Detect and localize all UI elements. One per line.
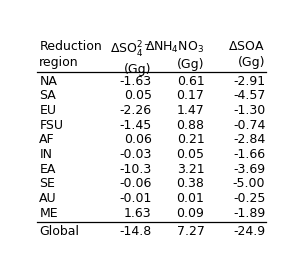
Text: -10.3: -10.3	[120, 163, 152, 176]
Text: EA: EA	[39, 163, 56, 176]
Text: -1.63: -1.63	[120, 75, 152, 87]
Text: 0.06: 0.06	[124, 133, 152, 146]
Text: SA: SA	[39, 89, 56, 102]
Text: -24.9: -24.9	[233, 225, 265, 238]
Text: -5.00: -5.00	[233, 177, 265, 190]
Text: -0.03: -0.03	[119, 148, 152, 161]
Text: -3.69: -3.69	[233, 163, 265, 176]
Text: $\Delta$SOA
(Gg): $\Delta$SOA (Gg)	[229, 40, 265, 69]
Text: Reduction
region: Reduction region	[39, 40, 102, 69]
Text: 0.01: 0.01	[177, 192, 205, 205]
Text: -2.91: -2.91	[233, 75, 265, 87]
Text: -0.01: -0.01	[119, 192, 152, 205]
Text: -4.57: -4.57	[233, 89, 265, 102]
Text: 3.21: 3.21	[177, 163, 205, 176]
Text: AF: AF	[39, 133, 55, 146]
Text: Global: Global	[39, 225, 79, 238]
Text: ME: ME	[39, 206, 58, 220]
Text: -0.06: -0.06	[119, 177, 152, 190]
Text: FSU: FSU	[39, 118, 63, 132]
Text: 0.21: 0.21	[177, 133, 205, 146]
Text: 7.27: 7.27	[177, 225, 205, 238]
Text: SE: SE	[39, 177, 55, 190]
Text: -2.84: -2.84	[233, 133, 265, 146]
Text: -1.66: -1.66	[233, 148, 265, 161]
Text: -1.30: -1.30	[233, 104, 265, 117]
Text: NA: NA	[39, 75, 57, 87]
Text: AU: AU	[39, 192, 57, 205]
Text: -2.26: -2.26	[120, 104, 152, 117]
Text: 0.05: 0.05	[124, 89, 152, 102]
Text: IN: IN	[39, 148, 52, 161]
Text: -0.74: -0.74	[233, 118, 265, 132]
Text: 1.63: 1.63	[124, 206, 152, 220]
Text: 0.09: 0.09	[177, 206, 205, 220]
Text: -1.45: -1.45	[120, 118, 152, 132]
Text: 0.88: 0.88	[176, 118, 205, 132]
Text: 0.17: 0.17	[177, 89, 205, 102]
Text: $\Delta$SO$_4^{2-}$
(Gg): $\Delta$SO$_4^{2-}$ (Gg)	[110, 40, 152, 76]
Text: 0.61: 0.61	[177, 75, 205, 87]
Text: -0.25: -0.25	[233, 192, 265, 205]
Text: -1.89: -1.89	[233, 206, 265, 220]
Text: EU: EU	[39, 104, 56, 117]
Text: 0.05: 0.05	[176, 148, 205, 161]
Text: -14.8: -14.8	[120, 225, 152, 238]
Text: 1.47: 1.47	[177, 104, 205, 117]
Text: $\Delta$NH$_4$NO$_3$
(Gg): $\Delta$NH$_4$NO$_3$ (Gg)	[145, 40, 205, 72]
Text: 0.38: 0.38	[177, 177, 205, 190]
